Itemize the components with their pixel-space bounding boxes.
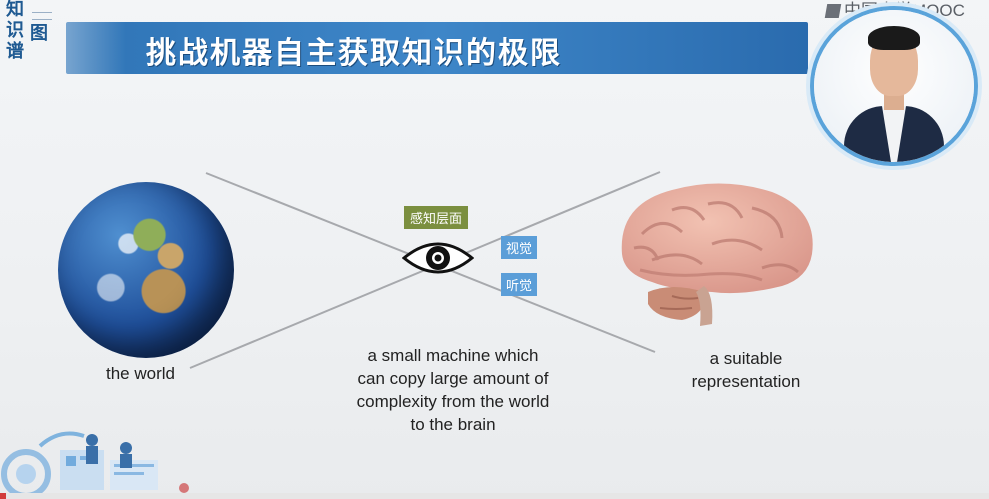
world-label: the world: [106, 364, 175, 383]
progress-bar-fill: [0, 493, 6, 499]
hearing-tag: 听觉: [501, 273, 538, 296]
machine-line-4: to the brain: [410, 415, 496, 434]
logo-char-1: 知: [6, 0, 24, 20]
presenter-hair: [868, 26, 920, 50]
eye-icon: [402, 242, 474, 274]
slide-title: 挑战机器自主获取知识的极限: [146, 36, 562, 71]
logo-subtext-lines: [32, 12, 52, 20]
representation-line-2: representation: [691, 372, 801, 391]
machine-line-3: complexity from the world: [356, 392, 550, 411]
logo-char-4: 图: [30, 23, 48, 44]
machine-description: a small machine which can copy large amo…: [328, 344, 578, 436]
machine-line-1: a small machine which: [367, 346, 539, 365]
representation-line-1: a suitable: [709, 349, 783, 368]
representation-label: a suitable representation: [676, 347, 816, 393]
earth-globe-image: [58, 182, 234, 358]
logo-char-3: 谱: [6, 41, 24, 62]
knowledge-graph-logo: 知 识 谱 图: [6, 0, 62, 64]
perception-level-tag: 感知层面: [404, 206, 469, 229]
title-banner: 挑战机器自主获取知识的极限: [66, 22, 808, 74]
logo-char-2: 识: [6, 20, 24, 41]
machine-line-2: can copy large amount of: [357, 369, 549, 388]
vision-tag: 视觉: [501, 236, 538, 259]
decorative-illustration: [1, 431, 189, 496]
presenter-video: [814, 10, 974, 162]
progress-bar[interactable]: [0, 493, 989, 499]
brain-image: [621, 183, 813, 326]
